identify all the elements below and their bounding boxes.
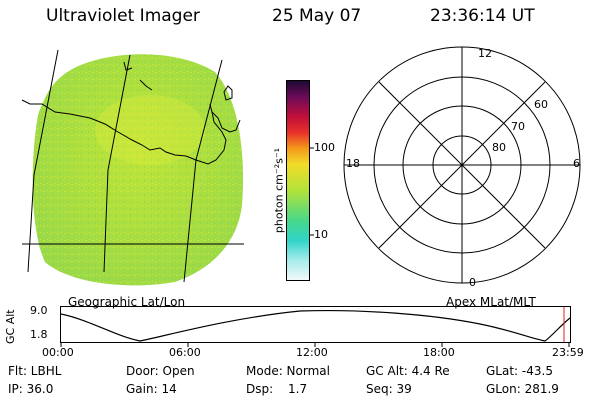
status-mode: Mode: Normal xyxy=(246,364,330,378)
colorbar-tick-100: 100 xyxy=(314,141,335,154)
orbit-y-bottom: 1.8 xyxy=(30,328,48,341)
colorbar xyxy=(286,80,314,281)
status-door: Door: Open xyxy=(126,364,195,378)
coastline xyxy=(21,61,241,165)
status-ip: IP: 36.0 xyxy=(8,382,54,396)
altitude-curve xyxy=(60,309,571,342)
mlat-label-80: 80 xyxy=(492,141,506,154)
instrument-title: Ultraviolet Imager xyxy=(46,6,200,26)
status-dsp-value: 1.7 xyxy=(288,382,308,396)
colorbar-tick-10: 10 xyxy=(314,228,328,241)
geographic-caption: Geographic Lat/Lon xyxy=(68,295,186,309)
status-gain: Gain: 14 xyxy=(126,382,177,396)
mlt-label-18: 18 xyxy=(346,157,360,170)
apex-caption: Apex MLat/MLT xyxy=(446,295,536,309)
observation-date: 25 May 07 xyxy=(272,6,362,26)
mlt-label-0: 0 xyxy=(469,276,476,289)
orbit-x-tick: 12:00 xyxy=(296,346,328,359)
orbit-y-top: 9.0 xyxy=(30,304,48,317)
status-gc-alt: GC Alt: 4.4 Re xyxy=(366,364,450,378)
mlat-label-70: 70 xyxy=(511,120,525,133)
orbit-x-tick: 23:59 xyxy=(552,346,584,359)
status-glat: GLat: -43.5 xyxy=(486,364,553,378)
latlon-grid xyxy=(22,49,244,283)
mlat-label-60: 60 xyxy=(534,98,548,111)
orbit-x-tick: 18:00 xyxy=(423,346,455,359)
status-filter: Flt: LBHL xyxy=(8,364,62,378)
status-glon: GLon: 281.9 xyxy=(486,382,559,396)
orbit-axis-label: GC Alt xyxy=(4,309,17,344)
status-seq: Seq: 39 xyxy=(366,382,412,396)
orbit-x-tick: 06:00 xyxy=(169,346,201,359)
observation-time: 23:36:14 UT xyxy=(430,6,535,26)
mlt-label-12: 12 xyxy=(478,47,492,60)
mlt-label-6: 6 xyxy=(573,157,580,170)
orbit-x-tick: 00:00 xyxy=(42,346,74,359)
status-dsp-label: Dsp: xyxy=(246,382,274,396)
